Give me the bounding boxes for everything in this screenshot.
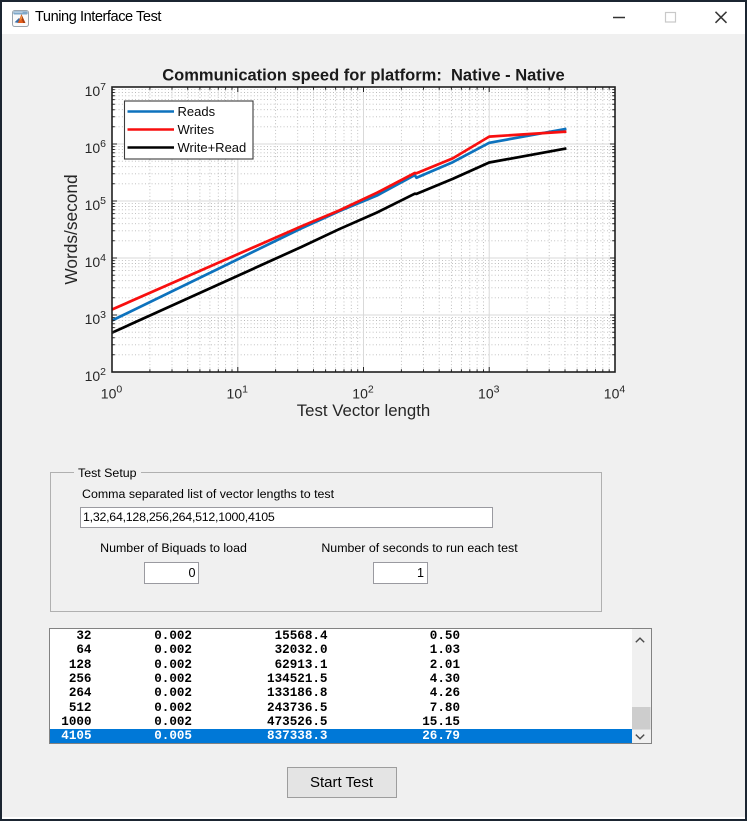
- svg-text:Writes: Writes: [178, 122, 215, 137]
- svg-text:Write+Read: Write+Read: [178, 140, 247, 155]
- svg-text:105: 105: [85, 195, 107, 213]
- svg-text:103: 103: [85, 309, 107, 327]
- svg-text:102: 102: [85, 366, 107, 384]
- svg-text:104: 104: [604, 384, 626, 402]
- svg-text:107: 107: [85, 81, 107, 99]
- svg-text:Test Vector length: Test Vector length: [297, 401, 430, 420]
- svg-text:102: 102: [352, 384, 374, 402]
- svg-text:101: 101: [227, 384, 249, 402]
- svg-text:Words/second: Words/second: [61, 174, 81, 284]
- svg-text:Communication speed for platfo: Communication speed for platform: Native…: [162, 67, 564, 85]
- svg-text:Reads: Reads: [178, 104, 216, 119]
- svg-text:103: 103: [478, 384, 500, 402]
- svg-text:106: 106: [85, 138, 107, 156]
- svg-text:100: 100: [101, 384, 123, 402]
- svg-text:104: 104: [85, 252, 107, 270]
